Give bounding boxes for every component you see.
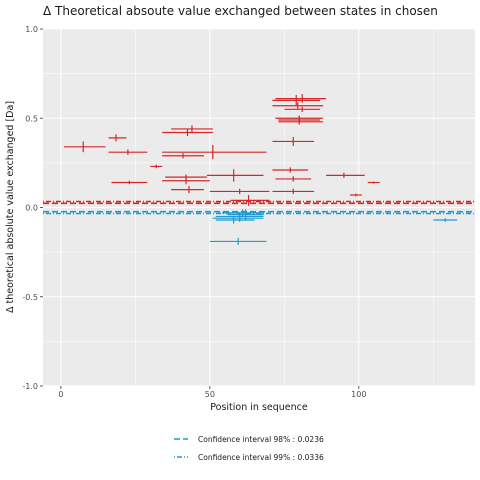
confidence-interval-lines — [43, 200, 475, 215]
legend-label: Confidence interval 98% : 0.0236 — [198, 435, 324, 444]
y-tick-label: -0.5 — [22, 293, 38, 302]
y-tick-label: -1.0 — [22, 382, 38, 391]
y-tick-label: 1.0 — [25, 25, 38, 34]
x-tick-label: 50 — [205, 390, 215, 399]
x-tick-label: 0 — [58, 390, 63, 399]
grid-lines — [43, 28, 475, 387]
chart-title: Δ Theoretical absoute value exchanged be… — [43, 4, 438, 18]
y-tick-label: 0.5 — [25, 114, 38, 123]
x-axis-title: Position in sequence — [210, 402, 308, 413]
x-axis: 0 50 100 — [58, 386, 366, 399]
legend: Confidence interval 98% : 0.0236 Confiden… — [174, 435, 324, 462]
legend-label: Confidence interval 99% : 0.0336 — [198, 453, 324, 462]
y-axis: -1.0 -0.5 0.0 0.5 1.0 — [22, 25, 43, 391]
y-tick-label: 0.0 — [25, 204, 38, 213]
y-axis-title: Δ theoretical absolute value exchanged [… — [5, 101, 16, 313]
x-tick-label: 100 — [351, 390, 366, 399]
data-marks — [63, 94, 458, 245]
